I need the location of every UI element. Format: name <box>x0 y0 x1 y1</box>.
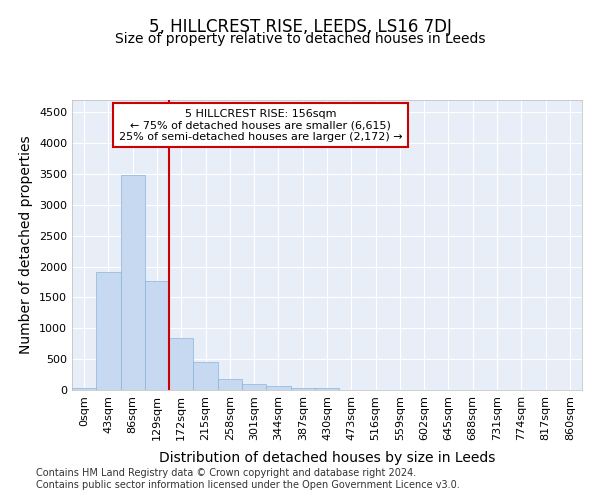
Bar <box>145 282 169 390</box>
Bar <box>315 388 339 390</box>
Text: Size of property relative to detached houses in Leeds: Size of property relative to detached ho… <box>115 32 485 46</box>
Bar <box>193 362 218 390</box>
Text: Contains public sector information licensed under the Open Government Licence v3: Contains public sector information licen… <box>36 480 460 490</box>
Bar <box>121 174 145 390</box>
Text: 5, HILLCREST RISE, LEEDS, LS16 7DJ: 5, HILLCREST RISE, LEEDS, LS16 7DJ <box>149 18 451 36</box>
Bar <box>218 379 242 390</box>
Text: 5 HILLCREST RISE: 156sqm
← 75% of detached houses are smaller (6,615)
25% of sem: 5 HILLCREST RISE: 156sqm ← 75% of detach… <box>119 108 403 142</box>
Y-axis label: Number of detached properties: Number of detached properties <box>19 136 34 354</box>
Bar <box>266 386 290 390</box>
Bar <box>72 388 96 390</box>
Bar <box>169 338 193 390</box>
Bar <box>290 388 315 390</box>
Bar <box>242 384 266 390</box>
Text: Contains HM Land Registry data © Crown copyright and database right 2024.: Contains HM Land Registry data © Crown c… <box>36 468 416 477</box>
Bar <box>96 272 121 390</box>
X-axis label: Distribution of detached houses by size in Leeds: Distribution of detached houses by size … <box>159 451 495 465</box>
